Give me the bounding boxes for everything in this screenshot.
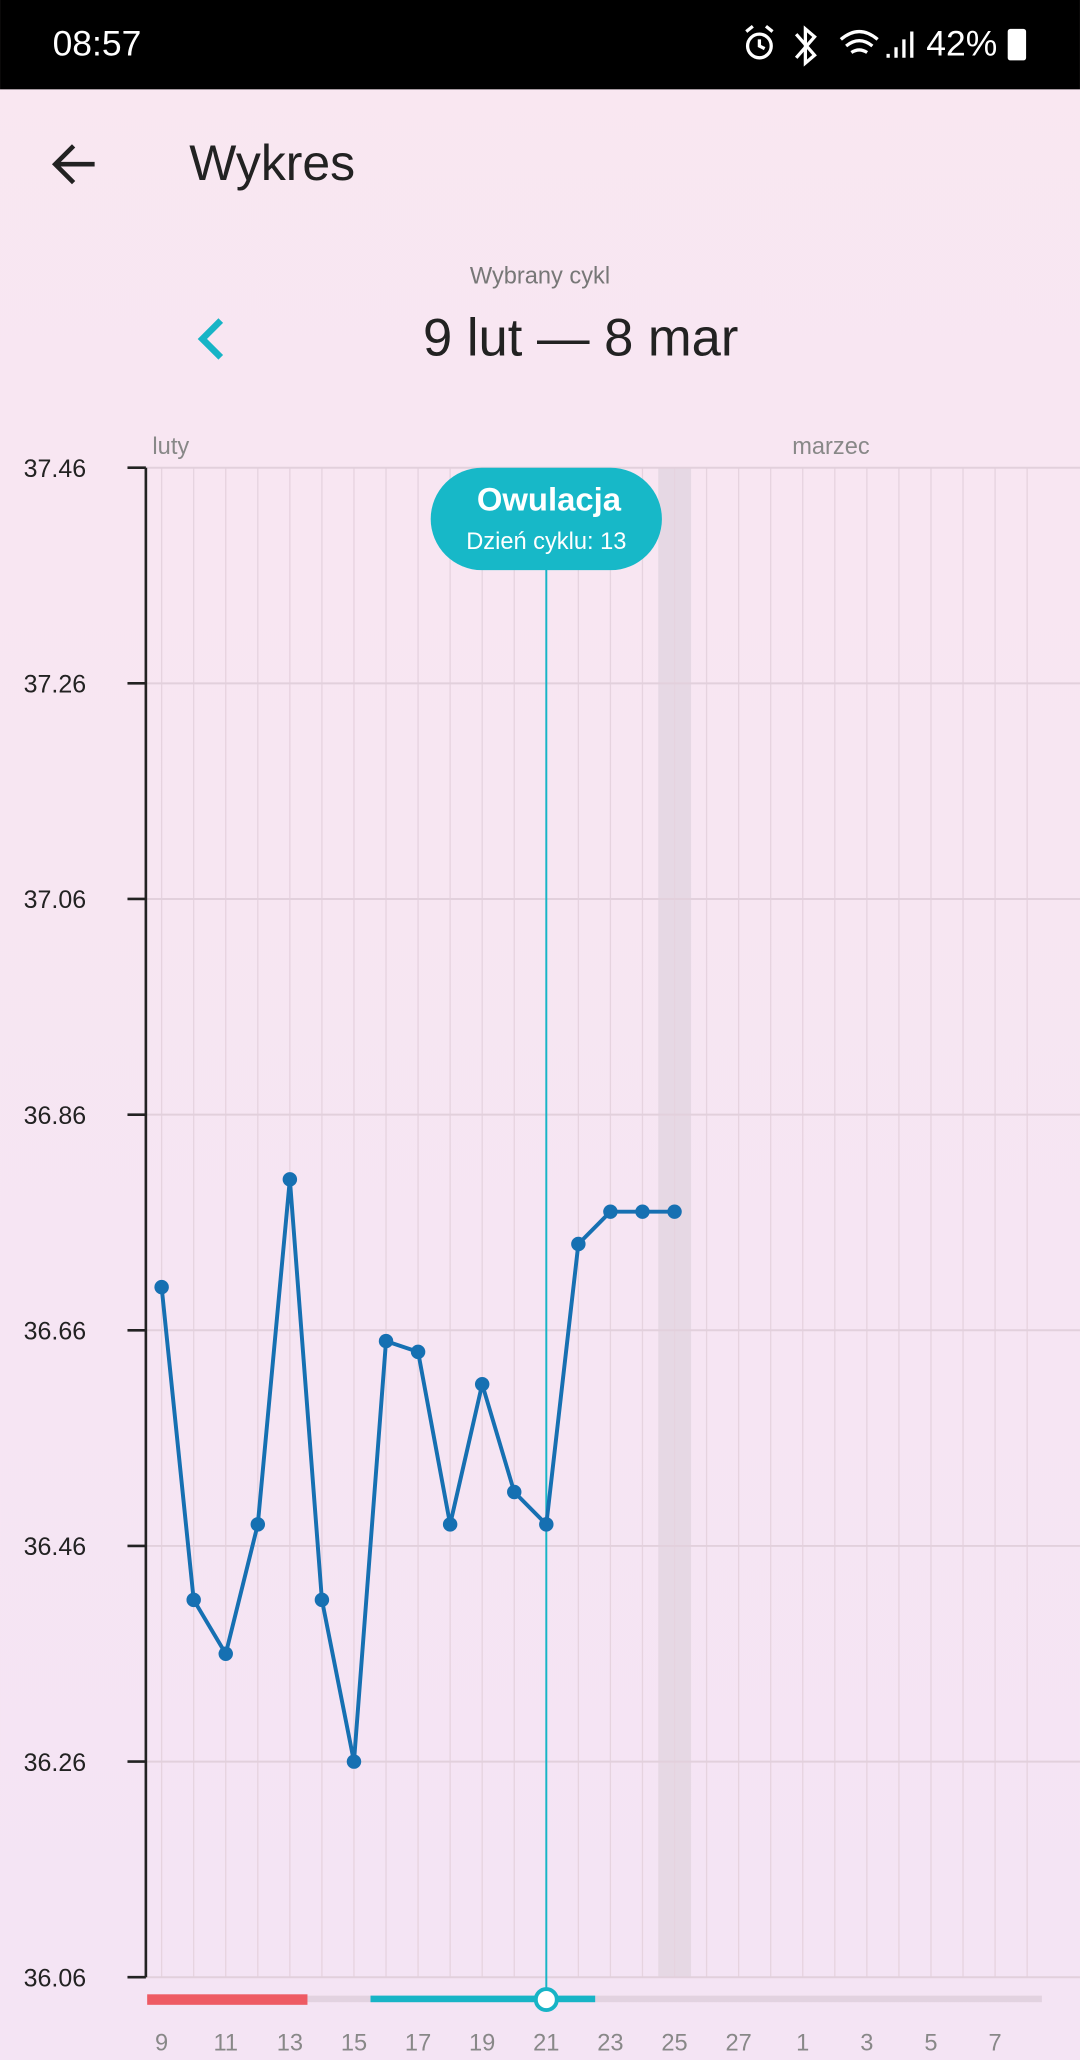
temperature-point xyxy=(539,1517,554,1532)
temperature-point xyxy=(603,1204,618,1219)
ovulation-marker xyxy=(533,1987,559,2013)
temperature-point xyxy=(154,1279,169,1295)
y-tick-label: 36.66 xyxy=(24,1318,86,1346)
x-tick-label: 27 xyxy=(726,2030,752,2056)
status-time: 08:57 xyxy=(53,23,142,63)
ovulation-badge xyxy=(430,467,662,571)
period-bar xyxy=(147,1994,308,2005)
x-tick-label: 25 xyxy=(661,2030,687,2056)
ovulation-day: Dzień cyklu: 13 xyxy=(466,529,626,555)
month-label: luty xyxy=(152,434,189,460)
temperature-point xyxy=(410,1344,426,1360)
ovulation-title: Owulacja xyxy=(477,481,622,518)
y-tick-label: 37.26 xyxy=(24,671,86,699)
x-tick-label: 23 xyxy=(597,2030,623,2056)
x-tick-label: 13 xyxy=(277,2030,303,2056)
status-bar xyxy=(0,0,1080,90)
x-tick-label: 7 xyxy=(989,2030,1002,2056)
temperature-point xyxy=(507,1484,522,1500)
y-tick-label: 36.46 xyxy=(24,1533,86,1561)
temperature-point xyxy=(635,1204,650,1219)
fertile-bar xyxy=(370,1995,596,2003)
battery-icon xyxy=(1007,28,1027,61)
temperature-point xyxy=(250,1517,266,1532)
temperature-point xyxy=(571,1236,586,1252)
temperature-point xyxy=(442,1517,458,1532)
temperature-point xyxy=(314,1592,330,1608)
battery-level: 42% xyxy=(926,23,997,63)
prev-cycle-button[interactable] xyxy=(197,318,224,360)
x-tick-label: 15 xyxy=(341,2030,367,2056)
x-tick-label: 9 xyxy=(155,2030,168,2056)
temperature-point xyxy=(346,1754,362,1769)
temperature-point xyxy=(667,1204,682,1219)
y-tick-label: 37.46 xyxy=(24,455,86,483)
y-tick-label: 36.86 xyxy=(24,1102,86,1130)
temperature-point xyxy=(474,1376,490,1392)
status-icons xyxy=(745,24,914,67)
x-tick-label: 5 xyxy=(924,2030,937,2056)
y-tick-label: 36.26 xyxy=(24,1749,86,1777)
cycle-range: 9 lut — 8 mar xyxy=(423,308,738,367)
cycle-caption: Wybrany cykl xyxy=(470,263,610,289)
x-tick-label: 1 xyxy=(796,2030,809,2056)
temperature-point xyxy=(282,1172,298,1187)
y-tick-label: 36.06 xyxy=(24,1964,86,1992)
month-label: marzec xyxy=(792,434,870,460)
x-tick-label: 21 xyxy=(533,2030,559,2056)
temperature-point xyxy=(378,1333,394,1349)
temperature-point xyxy=(186,1592,201,1608)
temperature-point xyxy=(218,1646,233,1661)
y-tick-label: 37.06 xyxy=(24,886,86,914)
x-tick-label: 17 xyxy=(405,2030,431,2056)
x-tick-label: 19 xyxy=(469,2030,495,2056)
x-tick-label: 11 xyxy=(213,2030,238,2056)
page-title: Wykres xyxy=(189,135,355,191)
x-tick-label: 3 xyxy=(860,2030,873,2056)
back-button[interactable] xyxy=(51,144,95,185)
